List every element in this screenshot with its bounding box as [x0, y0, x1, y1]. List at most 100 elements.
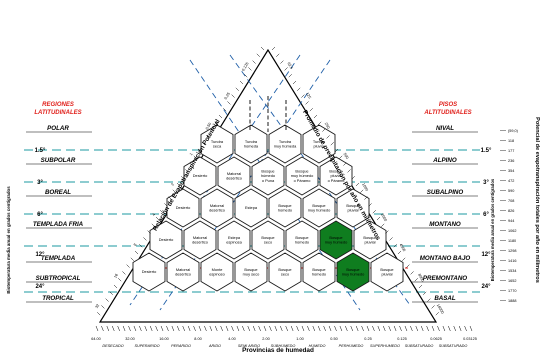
- left-edge-hatch: [185, 169, 189, 173]
- life-zone-hex: [268, 188, 302, 228]
- zone-label-line: o Páramo: [328, 178, 345, 183]
- zone-label-line: Matorral: [210, 203, 224, 208]
- zone-label-line: desértico: [192, 240, 208, 245]
- bottom-hatch: [258, 325, 261, 332]
- zone-label-line: pluvial: [313, 144, 324, 149]
- right-edge-hatch: [385, 230, 389, 234]
- left-edge-hatch: [126, 264, 130, 268]
- axes: (59,0)1181772363544725907088269441062118…: [91, 46, 519, 348]
- bottom-hatch: [366, 325, 370, 332]
- bottom-hatch: [242, 325, 245, 332]
- pet-ratio-tick: 0.25: [224, 92, 231, 100]
- zone-label-line: muy húmeda: [274, 144, 297, 149]
- zone-label-line: Bosque: [278, 267, 291, 272]
- ratio-tick: 1.00: [296, 337, 303, 341]
- precip-tick: 250: [324, 122, 331, 129]
- bottom-hatch: [204, 325, 207, 332]
- humidity-province: DESECADO: [102, 344, 123, 348]
- zone-label-line: pluvial: [381, 272, 392, 277]
- left-edge-hatch: [260, 46, 265, 51]
- left-edge-hatch: [134, 250, 139, 255]
- zone-label-line: Bosque: [329, 235, 342, 240]
- bottom-hatch: [399, 325, 402, 332]
- bottom-hatch: [464, 325, 467, 332]
- bottom-axis-title: Provincias de humedad: [242, 347, 314, 354]
- zone-label: Bosque seco: [278, 267, 291, 277]
- zone-label: Bosque muy húmedo: [308, 203, 331, 213]
- left-edge-hatch: [176, 182, 181, 187]
- region-label: SUBTROPICAL: [36, 275, 81, 282]
- zone-label-line: húmedo: [261, 173, 275, 178]
- bottom-hatch: [345, 325, 348, 332]
- left-edge-hatch: [252, 60, 256, 64]
- bottom-hatch: [220, 325, 223, 332]
- zone-label-line: Bosque: [295, 235, 308, 240]
- zone-label-line: Desierto: [193, 173, 208, 178]
- floor-label: SUBALPINO: [427, 189, 464, 196]
- bottom-hatch: [274, 325, 278, 332]
- zone-label: Bosque muy húmedo: [342, 267, 365, 277]
- zone-label-line: Bosque: [363, 235, 376, 240]
- pet-ratio-tick: 1: [189, 152, 194, 156]
- left-edge-hatch: [97, 312, 101, 316]
- region-label: TEMPLADA: [41, 255, 76, 262]
- life-zone-hex: [183, 156, 217, 196]
- zone-label: Monte espinoso: [209, 267, 225, 277]
- right-edge-hatch: [318, 121, 322, 125]
- zone-label-line: desértico: [226, 176, 242, 181]
- zone-label-line: Matorral: [193, 235, 207, 240]
- regions-header-line2: LATITUDINALES: [34, 110, 81, 116]
- zone-label-line: Desierto: [159, 237, 174, 242]
- left-edge-hatch: [113, 284, 118, 289]
- bottom-hatch: [149, 325, 153, 332]
- zone-label: Matorral desértico: [209, 203, 225, 213]
- pet-ratio-tick: 16: [113, 273, 119, 279]
- life-zone-hex: [251, 220, 285, 260]
- zone-label-line: muy húmedo: [291, 173, 314, 178]
- right-edge-hatch: [381, 223, 385, 227]
- zone-label: Bosque húmedo: [295, 235, 309, 245]
- life-zone-hex: [251, 156, 285, 196]
- pet-ratio-tick: 0.50: [205, 122, 212, 130]
- left-edge-hatch: [109, 291, 113, 295]
- pet-tick: 826: [508, 209, 514, 213]
- zone-label: Bosque muy seco: [243, 267, 260, 277]
- floor-label: ALPINO: [432, 157, 457, 164]
- right-edge-hatch: [406, 264, 410, 268]
- pet-tick: 236: [508, 159, 514, 163]
- ratio-tick: 8.00: [194, 337, 201, 341]
- zone-label-line: Bosque: [346, 267, 359, 272]
- right-edge-hatch: [271, 46, 276, 51]
- left-edge-hatch: [223, 108, 227, 112]
- left-edge-hatch: [227, 101, 231, 105]
- floor-label: NIVAL: [436, 125, 454, 132]
- zone-label: Bosque pluvial: [346, 203, 359, 213]
- bottom-hatch: [198, 325, 202, 332]
- left-edge-hatch: [164, 203, 168, 207]
- zone-label-line: Estepa: [245, 205, 258, 210]
- bottom-hatch: [448, 325, 451, 332]
- zone-label-line: muy húmedo: [325, 240, 348, 245]
- precip-tick: 125: [305, 92, 312, 99]
- zone-label-line: Desierto: [176, 205, 191, 210]
- bottom-hatch: [393, 325, 397, 332]
- bottom-hatch: [177, 325, 180, 332]
- humidity-province: PERHUMEDO: [339, 344, 364, 348]
- bottom-hatch: [215, 325, 218, 332]
- ratio-tick: 4.00: [228, 337, 235, 341]
- ratio-tick: 0.25: [364, 337, 371, 341]
- right-edge-hatch: [288, 74, 292, 78]
- bottom-hatch: [160, 325, 164, 332]
- ratio-tick: 32.00: [125, 337, 135, 341]
- left-edge-hatch: [151, 223, 155, 227]
- bottom-hatch: [106, 325, 110, 332]
- right-edge-hatch: [284, 67, 288, 71]
- ratio-tick: 2.00: [262, 337, 269, 341]
- pet-axis-title: Potencial de evapotranspiración totales …: [534, 117, 540, 283]
- zone-label-line: seco: [281, 272, 289, 277]
- zone-label-line: Monte: [212, 267, 223, 272]
- zone-label: Bosque húmedo o Puna: [261, 169, 275, 183]
- bottom-hatch: [139, 325, 142, 332]
